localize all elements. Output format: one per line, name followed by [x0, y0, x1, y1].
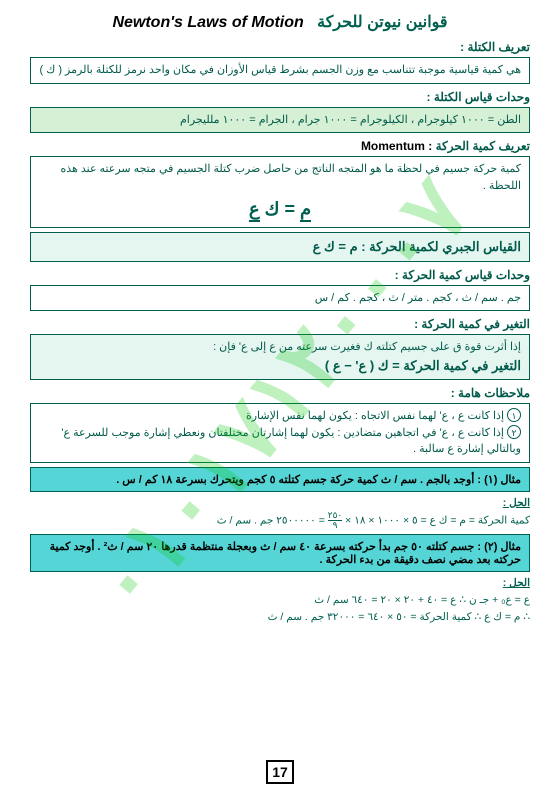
page-number: 17 — [266, 760, 294, 784]
page-title: قوانين نيوتن للحركة Newton's Laws of Mot… — [30, 12, 530, 32]
momentum-def-text: كمية حركة جسيم في لحظة ما هو المتجه النا… — [39, 161, 521, 194]
heading-momentum-ar: تعريف كمية الحركة — [432, 139, 530, 153]
heading-momentum-def: تعريف كمية الحركة Momentum : — [30, 139, 530, 153]
note-2: ٢إذا كانت ع ، ع' في اتجاهين متضادين : يك… — [39, 425, 521, 458]
heading-mass-units: وحدات قياس الكتلة : — [30, 90, 530, 104]
change-momentum-line1: إذا أثرت قوة ق على جسيم كتلته ك فغيرت سر… — [39, 339, 521, 356]
note-2-text: إذا كانت ع ، ع' في اتجاهين متضادين : يكو… — [61, 427, 521, 456]
box-algebraic-momentum: القياس الجبري لكمية الحركة : م = ك ع — [30, 232, 530, 262]
heading-momentum-en: Momentum : — [361, 139, 432, 153]
box-momentum-def: كمية حركة جسيم في لحظة ما هو المتجه النا… — [30, 156, 530, 228]
box-mass-units: الطن = ١٠٠٠ كيلوجرام ، الكيلوجرام = ١٠٠٠… — [30, 107, 530, 134]
note-1: ١إذا كانت ع ، ع' لهما نفس الاتجاه : يكون… — [39, 408, 521, 425]
change-momentum-line2: التغير في كمية الحركة = ك ( ع' − ع ) — [39, 356, 521, 376]
example-2-solution: الحل : ع = ع₀ + جـ ن ∴ ع = ٤٠ + ٢٠ × ٢٠ … — [30, 575, 530, 625]
note-1-text: إذا كانت ع ، ع' لهما نفس الاتجاه : يكون … — [246, 410, 504, 422]
example-2-prompt: مثال (٢) : جسم كتلته ٥٠ جم بدأ حركته بسر… — [30, 534, 530, 572]
heading-change-momentum: التغير في كمية الحركة : — [30, 317, 530, 331]
box-momentum-units: جم . سم / ث ، كجم . متر / ث ، كجم . كم /… — [30, 285, 530, 312]
ex2-line1: ع = ع₀ + جـ ن ∴ ع = ٤٠ + ٢٠ × ٢٠ = ٦٤٠ س… — [314, 594, 530, 606]
solution-label-1: الحل : — [503, 497, 530, 509]
example-1-prompt: مثال (١) : أوجد بالجم . سم / ث كمية حركة… — [30, 467, 530, 492]
title-arabic: قوانين نيوتن للحركة — [317, 14, 447, 31]
title-english: Newton's Laws of Motion — [112, 14, 303, 31]
box-notes: ١إذا كانت ع ، ع' لهما نفس الاتجاه : يكون… — [30, 403, 530, 463]
heading-momentum-units: وحدات قياس كمية الحركة : — [30, 268, 530, 282]
box-change-momentum: إذا أثرت قوة ق على جسيم كتلته ك فغيرت سر… — [30, 334, 530, 380]
heading-notes: ملاحظات هامة : — [30, 386, 530, 400]
box-mass-def: هي كمية قياسية موجبة تتناسب مع وزن الجسم… — [30, 57, 530, 84]
ex2-line2: ∴ م = ك ع ∴ كمية الحركة = ٥٠ × ٦٤٠ = ٣٢٠… — [268, 611, 530, 623]
example-1-solution: الحل : كمية الحركة = م = ك ع = ٥ × ١٠٠٠ … — [30, 495, 530, 531]
heading-mass-def: تعريف الكتلة : — [30, 40, 530, 54]
solution-label-2: الحل : — [503, 577, 530, 589]
momentum-vector-formula: م = ك ع — [39, 196, 521, 223]
